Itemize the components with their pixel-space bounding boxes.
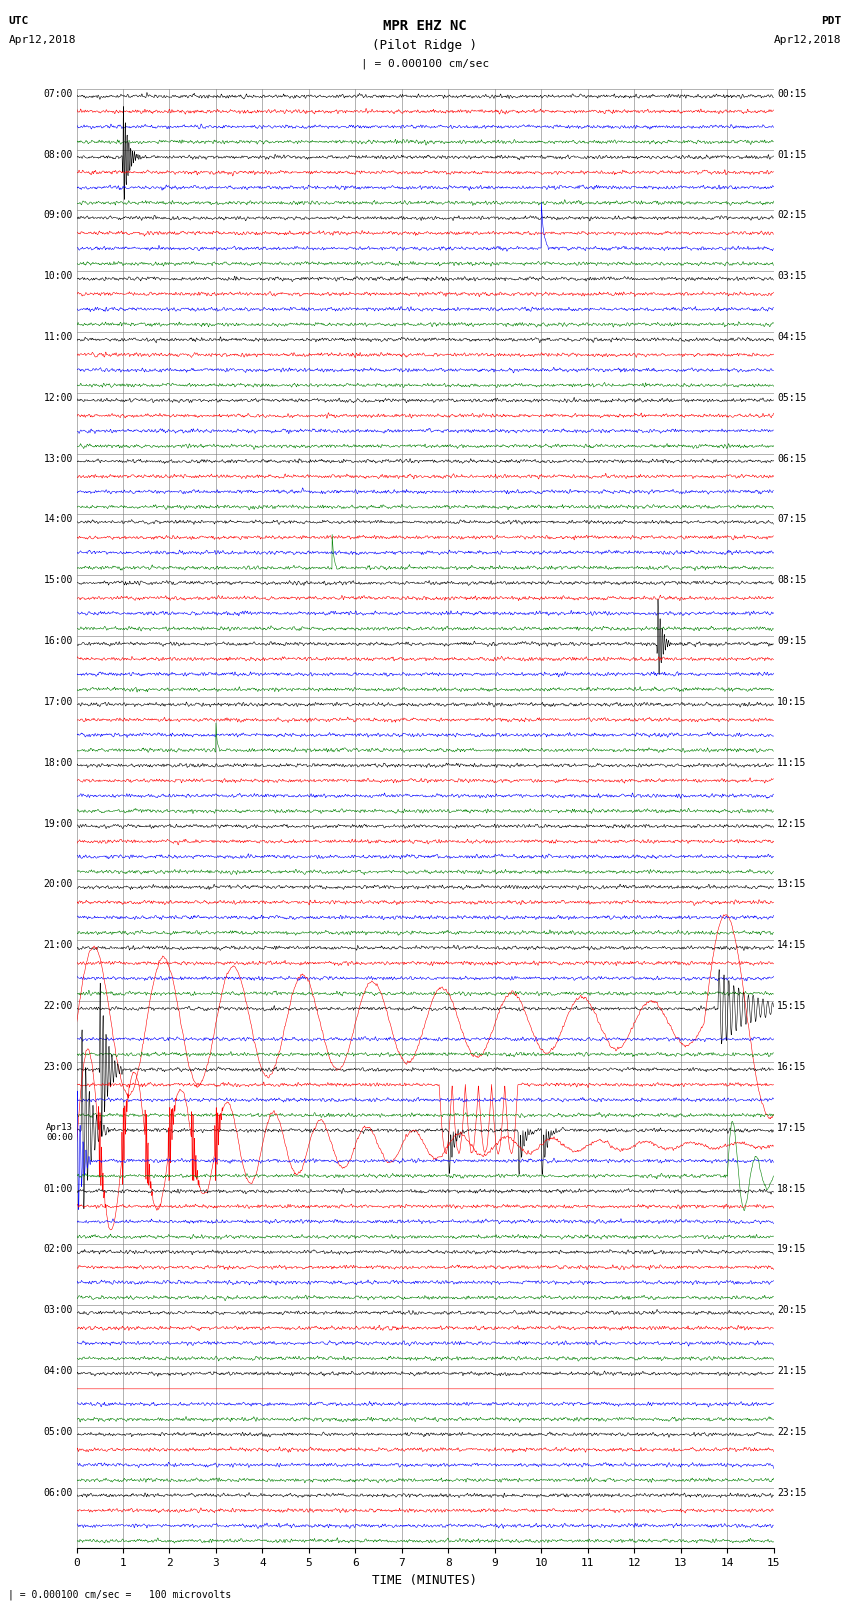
Text: 17:15: 17:15 [777, 1123, 807, 1132]
Text: 06:00: 06:00 [43, 1487, 73, 1497]
Text: 23:00: 23:00 [43, 1061, 73, 1073]
Text: 15:00: 15:00 [43, 576, 73, 586]
Text: 01:00: 01:00 [43, 1184, 73, 1194]
Text: 14:00: 14:00 [43, 515, 73, 524]
Text: 06:15: 06:15 [777, 453, 807, 463]
Text: 12:00: 12:00 [43, 394, 73, 403]
Text: 05:15: 05:15 [777, 394, 807, 403]
Text: 02:00: 02:00 [43, 1244, 73, 1255]
Text: 20:15: 20:15 [777, 1305, 807, 1315]
Text: 04:00: 04:00 [43, 1366, 73, 1376]
Text: Apr12,2018: Apr12,2018 [8, 35, 76, 45]
Text: 10:00: 10:00 [43, 271, 73, 281]
Text: 12:15: 12:15 [777, 819, 807, 829]
Text: 07:00: 07:00 [43, 89, 73, 98]
Text: 21:00: 21:00 [43, 940, 73, 950]
Text: 18:00: 18:00 [43, 758, 73, 768]
Text: 14:15: 14:15 [777, 940, 807, 950]
Text: 03:15: 03:15 [777, 271, 807, 281]
Text: 10:15: 10:15 [777, 697, 807, 706]
Text: 13:00: 13:00 [43, 453, 73, 463]
Text: 19:15: 19:15 [777, 1244, 807, 1255]
Text: UTC: UTC [8, 16, 29, 26]
Text: 09:00: 09:00 [43, 210, 73, 221]
Text: 21:15: 21:15 [777, 1366, 807, 1376]
Text: 03:00: 03:00 [43, 1305, 73, 1315]
Text: Apr12,2018: Apr12,2018 [774, 35, 842, 45]
X-axis label: TIME (MINUTES): TIME (MINUTES) [372, 1574, 478, 1587]
Text: 13:15: 13:15 [777, 879, 807, 889]
Text: 18:15: 18:15 [777, 1184, 807, 1194]
Text: Apr13
00:00: Apr13 00:00 [46, 1123, 73, 1142]
Text: 19:00: 19:00 [43, 819, 73, 829]
Text: 07:15: 07:15 [777, 515, 807, 524]
Text: 01:15: 01:15 [777, 150, 807, 160]
Text: 16:15: 16:15 [777, 1061, 807, 1073]
Text: | = 0.000100 cm/sec: | = 0.000100 cm/sec [361, 58, 489, 69]
Text: 04:15: 04:15 [777, 332, 807, 342]
Text: 22:15: 22:15 [777, 1428, 807, 1437]
Text: PDT: PDT [821, 16, 842, 26]
Text: 02:15: 02:15 [777, 210, 807, 221]
Text: 09:15: 09:15 [777, 636, 807, 647]
Text: | = 0.000100 cm/sec =   100 microvolts: | = 0.000100 cm/sec = 100 microvolts [8, 1589, 232, 1600]
Text: 05:00: 05:00 [43, 1428, 73, 1437]
Text: 00:15: 00:15 [777, 89, 807, 98]
Text: 11:15: 11:15 [777, 758, 807, 768]
Text: 17:00: 17:00 [43, 697, 73, 706]
Text: 15:15: 15:15 [777, 1002, 807, 1011]
Text: 08:15: 08:15 [777, 576, 807, 586]
Text: 20:00: 20:00 [43, 879, 73, 889]
Text: 08:00: 08:00 [43, 150, 73, 160]
Text: MPR EHZ NC: MPR EHZ NC [383, 19, 467, 34]
Text: (Pilot Ridge ): (Pilot Ridge ) [372, 39, 478, 52]
Text: 11:00: 11:00 [43, 332, 73, 342]
Text: 16:00: 16:00 [43, 636, 73, 647]
Text: 23:15: 23:15 [777, 1487, 807, 1497]
Text: 22:00: 22:00 [43, 1002, 73, 1011]
